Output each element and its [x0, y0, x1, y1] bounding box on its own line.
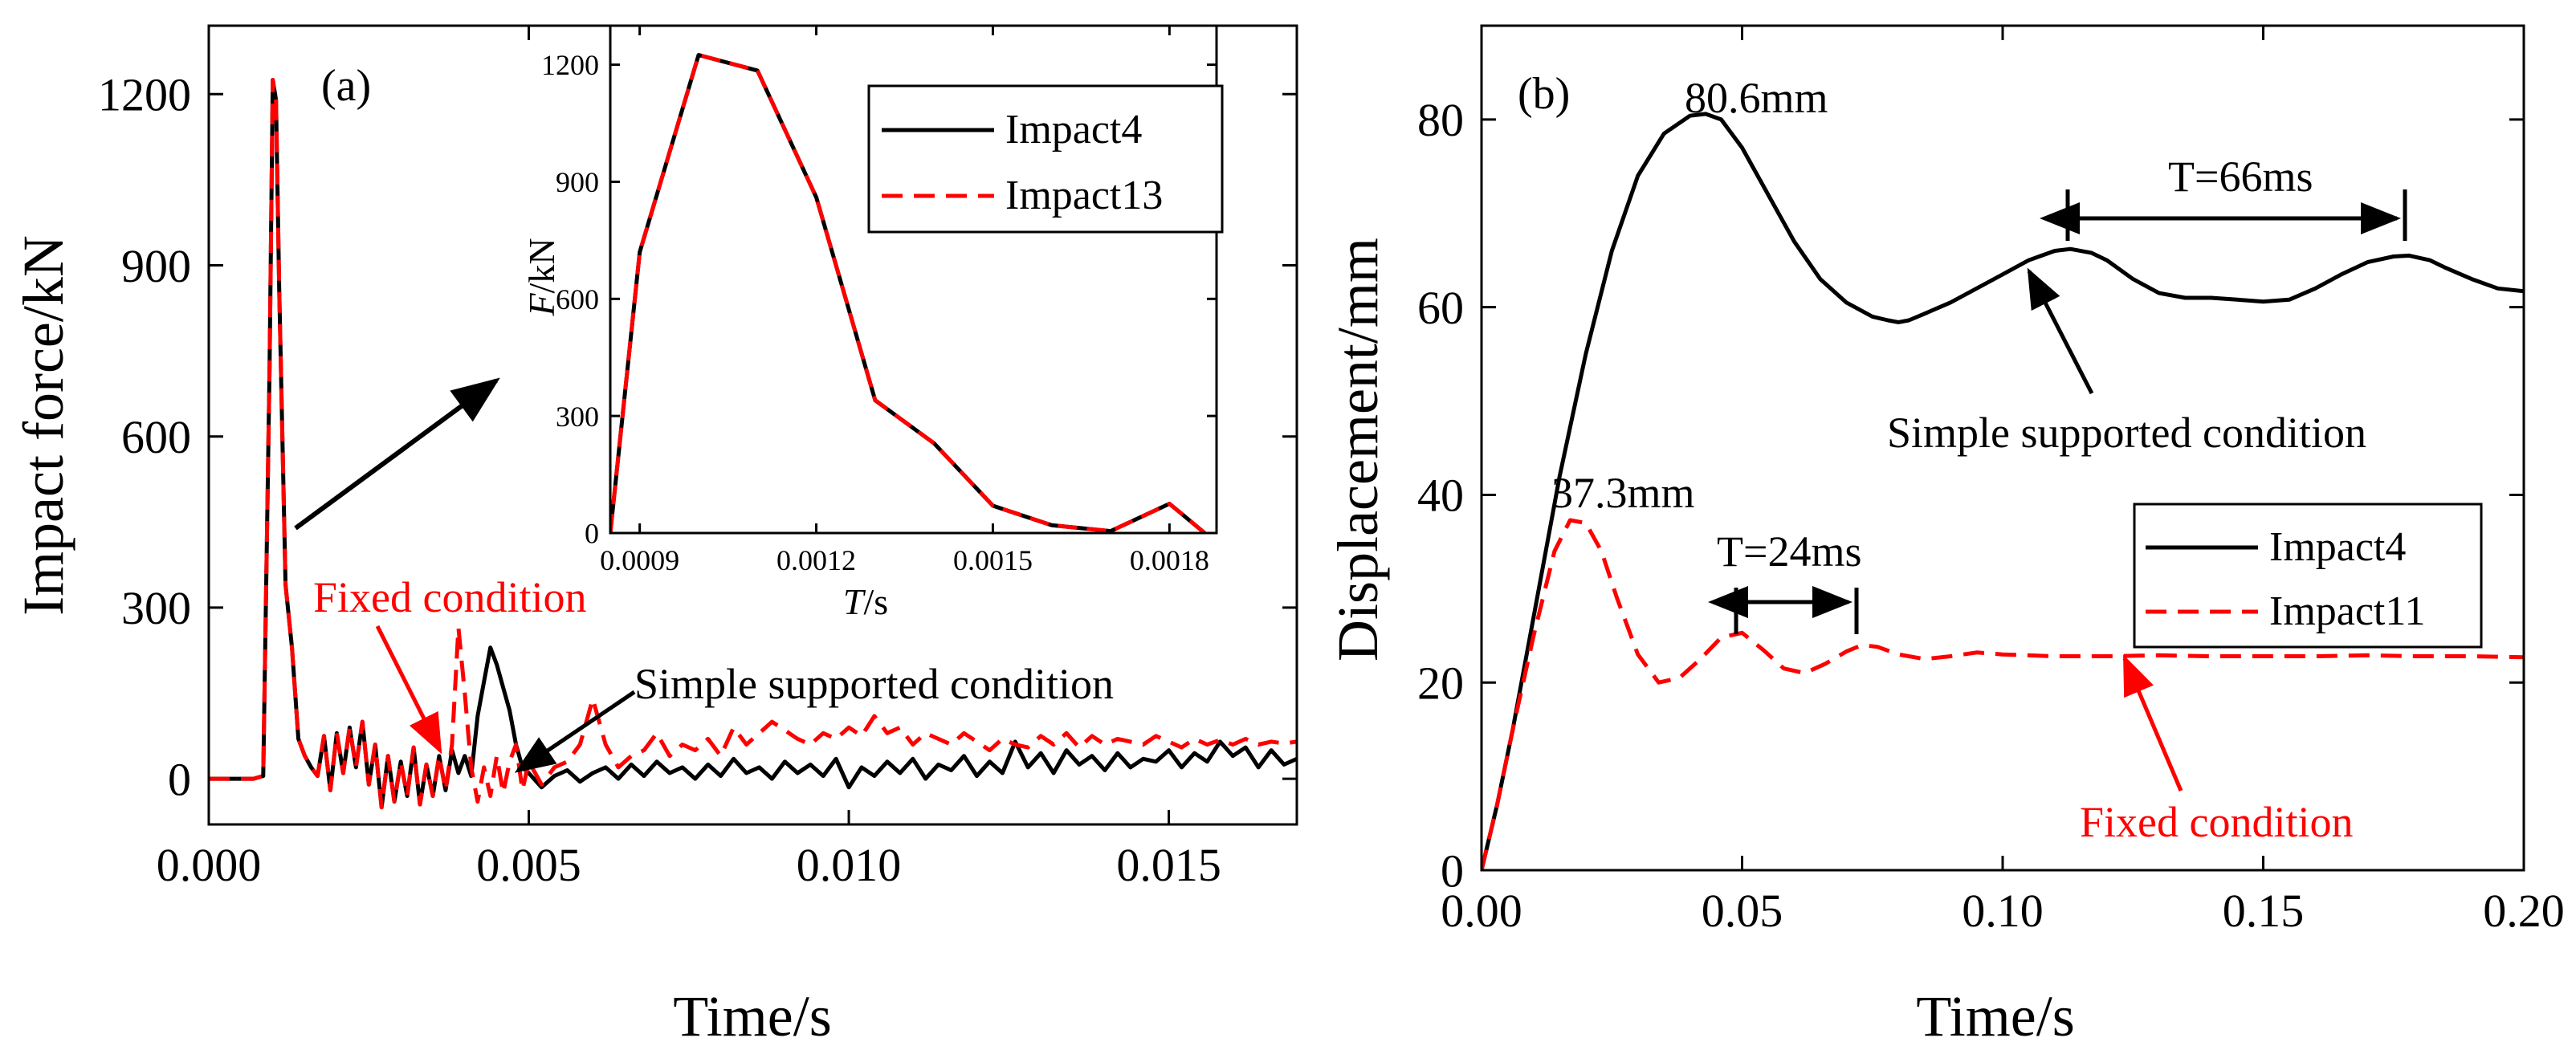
panel-label-b: (b): [1518, 69, 1570, 119]
inset-ytick-label: 0: [585, 518, 599, 550]
annotation-simple-supported-a: Simple supported condition: [634, 660, 1114, 708]
inset-xlabel: T/s: [843, 581, 888, 622]
chart-b-xtick-label: 0.05: [1702, 885, 1783, 937]
arrow-simple-supported-a: [514, 690, 636, 773]
arrow-fixed-condition-a: [375, 625, 442, 755]
annotation-peak-impact4: 80.6mm: [1685, 74, 1828, 122]
annotation-period-impact11: T=24ms: [1717, 527, 1861, 576]
inset-ylabel-symbol: F: [521, 293, 562, 317]
inset-ytick-label: 900: [556, 166, 599, 198]
inset-ytick-label: 1200: [541, 49, 599, 81]
panel-label-a: (a): [321, 61, 371, 111]
inset-legend-label-impact4: Impact4: [1005, 107, 1142, 153]
inset-legend: [867, 84, 1224, 234]
chart-b-xlabel: Time/s: [1916, 984, 2074, 1046]
chart-b-ytick-label: 40: [1417, 470, 1464, 522]
inset-xtick-label: 0.0018: [1130, 544, 1209, 576]
chart-b-xtick-label: 0.10: [1962, 885, 2044, 937]
chart-b-ylabel: Displacement/mm: [1326, 238, 1390, 661]
chart-a-ytick-label: 600: [121, 411, 191, 463]
annotation-period-impact4: T=66ms: [2168, 153, 2313, 201]
series-line-impact13-inset: [610, 53, 1206, 533]
annotation-simple-supported-b: Simple supported condition: [1887, 409, 2366, 457]
annotation-fixed-condition-b: Fixed condition: [2080, 798, 2353, 846]
chart-a-ytick-label: 300: [121, 582, 191, 634]
chart-b-xtick-label: 0.15: [2223, 885, 2305, 937]
inset-ylabel: F/kN: [521, 238, 562, 316]
chart-a: 0.000 0.005 0.010 0.015 0 300 600 900 1200 (a) T…: [11, 24, 1298, 1046]
chart-a-xtick-label: 0.010: [797, 839, 902, 891]
inset-xtick-label: 0.0012: [776, 544, 856, 576]
chart-a-series: [209, 78, 1297, 810]
chart-a-xtick-label: 0.005: [476, 839, 581, 891]
legend-label-impact4-b: Impact4: [2269, 524, 2406, 570]
inset-ytick-label: 300: [556, 401, 599, 433]
inset-chart: 0.0009 0.0012 0.0015 0.0018 0 300 600 900 1200 T…: [521, 24, 1224, 622]
inset-ylabel-unit: /kN: [521, 238, 562, 293]
chart-a-ytick-label: 1200: [98, 69, 191, 121]
arrow-simple-supported-b: [2027, 267, 2094, 395]
chart-b-frame: [1480, 24, 2525, 872]
series-line-impact4-chart-b: [1482, 112, 2524, 870]
annotation-fixed-condition-a: Fixed condition: [313, 573, 586, 621]
inset-ticks: 0.0009 0.0012 0.0015 0.0018 0 300 600 900 1200: [541, 26, 1217, 576]
chart-a-xlabel: Time/s: [673, 984, 831, 1046]
chart-b-ytick-label: 20: [1417, 657, 1464, 710]
chart-b-ytick-label: 80: [1417, 94, 1464, 146]
chart-a-xtick-label: 0.015: [1116, 839, 1221, 891]
chart-a-ylabel: Impact force/kN: [11, 235, 75, 616]
inset-xlabel-unit: /s: [863, 581, 888, 622]
chart-a-ticks: 0.000 0.005 0.010 0.015 0 300 600 900 1200: [98, 26, 1297, 891]
inset-legend-label-impact13: Impact13: [1005, 173, 1163, 218]
chart-b-ytick-label: 60: [1417, 282, 1464, 334]
chart-b-ytick-label: 0: [1441, 845, 1464, 897]
chart-b-xtick-label: 0.20: [2483, 885, 2565, 937]
arrow-to-inset: [294, 377, 500, 531]
annotation-peak-impact11: 37.3mm: [1551, 469, 1695, 517]
chart-b: 0.00 0.05 0.10 0.15 0.20 0 20 40 60 80 (b) Time/s…: [1326, 24, 2565, 1046]
chart-a-xtick-label: 0.000: [157, 839, 262, 891]
inset-ytick-label: 600: [556, 283, 599, 315]
chart-b-series: [1482, 112, 2524, 870]
inset-xtick-label: 0.0009: [600, 544, 679, 576]
legend-label-impact11-b: Impact11: [2269, 588, 2425, 634]
inset-series: [610, 53, 1206, 533]
series-line-impact13-chart-a: [209, 78, 1297, 810]
chart-b-ticks: 0.00 0.05 0.10 0.15 0.20 0 20 40 60 80: [1417, 26, 2565, 937]
arrow-fixed-condition-b: [2122, 654, 2183, 792]
chart-b-legend: [2133, 503, 2483, 649]
chart-b-xtick-label: 0.00: [1441, 885, 1522, 937]
series-line-impact11-chart-b: [1482, 518, 2524, 870]
chart-a-ytick-label: 0: [168, 753, 191, 805]
chart-a-ytick-label: 900: [121, 240, 191, 292]
inset-frame: [609, 24, 1218, 535]
inset-xtick-label: 0.0015: [953, 544, 1033, 576]
inset-xlabel-symbol: T: [843, 581, 866, 622]
